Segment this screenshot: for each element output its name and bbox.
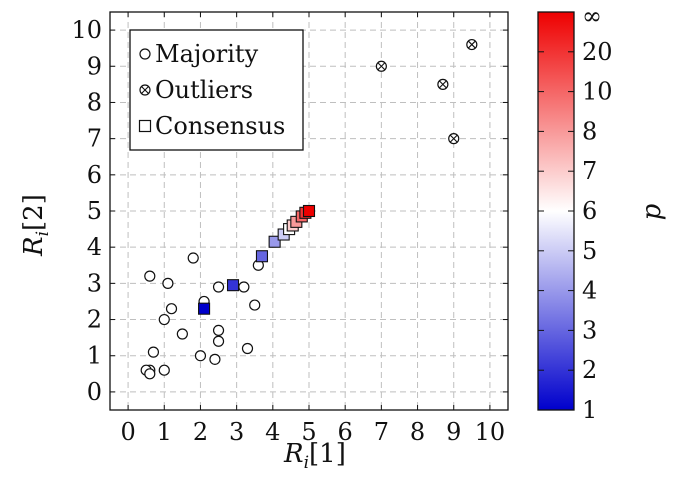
x-tick-label: 1 xyxy=(157,418,172,446)
legend-marker-majority xyxy=(139,48,151,60)
y-tick-label: 5 xyxy=(87,197,102,225)
x-tick-label: 4 xyxy=(265,418,280,446)
outlier-cross xyxy=(377,62,386,71)
majority-point xyxy=(241,342,254,355)
legend-label-majority: Majority xyxy=(155,40,259,68)
colorbar-tick-label: 2 xyxy=(582,356,597,384)
y-tick-label: 9 xyxy=(87,52,102,80)
majority-point xyxy=(209,353,221,365)
majority-point xyxy=(212,281,225,293)
majority-point xyxy=(158,364,170,376)
outlier-cross xyxy=(467,40,476,49)
data-points xyxy=(140,38,478,380)
colorbar-tick-label: 3 xyxy=(582,316,597,344)
consensus-point xyxy=(226,279,240,292)
colorbar-tick-label: 1 xyxy=(582,396,597,424)
majority-point xyxy=(158,313,170,326)
majority-point xyxy=(238,281,250,293)
colorbar-tick-label: 20 xyxy=(582,38,613,66)
y-tick-label: 0 xyxy=(87,378,102,406)
consensus-point xyxy=(268,235,281,248)
legend: Majority Outliers Consensus xyxy=(129,29,304,151)
consensus-point xyxy=(255,250,269,263)
outlier-point xyxy=(466,38,478,51)
outlier-point xyxy=(375,60,387,72)
colorbar-ticks: 1 2 3 4 5 6 7 8 10 20 ∞ xyxy=(538,2,613,424)
majority-point xyxy=(144,270,156,282)
legend-marker-consensus xyxy=(138,119,152,133)
colorbar: 1 2 3 4 5 6 7 8 10 20 ∞ p xyxy=(537,2,667,424)
x-tick-label: 8 xyxy=(410,418,425,446)
x-tick-label: 6 xyxy=(338,418,353,446)
outlier-cross xyxy=(438,80,447,89)
majority-point xyxy=(212,335,225,347)
x-tick-label: 7 xyxy=(374,418,389,446)
y-tick-label: 8 xyxy=(87,88,102,116)
majority-point xyxy=(165,303,178,315)
plot-frame xyxy=(109,11,509,411)
x-tick-label: 2 xyxy=(193,418,208,446)
svg-text:Ri[2]: Ri[2] xyxy=(19,194,53,257)
outlier-point xyxy=(448,133,460,145)
x-tick-label: 9 xyxy=(446,418,461,446)
legend-box xyxy=(129,29,304,151)
y-tick-label: 7 xyxy=(87,125,102,153)
colorbar-tick-label: 5 xyxy=(582,237,597,265)
y-tick-label: 4 xyxy=(87,233,102,261)
consensus-point xyxy=(198,302,211,315)
colorbar-tick-label: 8 xyxy=(582,117,597,145)
majority-point xyxy=(162,277,174,289)
majority-point xyxy=(176,328,188,340)
colorbar-tick-label: 10 xyxy=(582,78,613,106)
y-tick-label: 6 xyxy=(87,161,102,189)
colorbar-tick-label: 7 xyxy=(582,157,597,185)
consensus-point xyxy=(302,204,316,218)
legend-marker-outliers xyxy=(139,84,151,96)
majority-point xyxy=(187,252,199,264)
x-tick-label: 0 xyxy=(120,418,135,446)
legend-label-outliers: Outliers xyxy=(155,76,253,104)
colorbar-label: p xyxy=(637,203,667,220)
y-tick-label: 2 xyxy=(87,306,102,334)
outlier-point xyxy=(437,78,449,90)
legend-label-consensus: Consensus xyxy=(155,112,285,140)
y-tick-label: 3 xyxy=(87,269,102,297)
majority-point xyxy=(212,324,225,336)
y-axis-label: Ri[2] xyxy=(19,194,53,257)
majority-point xyxy=(144,368,156,380)
x-tick-label: 3 xyxy=(229,418,244,446)
y-tick-label: 1 xyxy=(87,342,102,370)
x-tick-label: 5 xyxy=(301,418,316,446)
majority-point xyxy=(249,299,261,311)
outlier-cross xyxy=(449,134,458,143)
y-tick-label: 10 xyxy=(71,16,102,44)
x-axis-label: Ri[1] xyxy=(283,439,346,473)
majority-point xyxy=(194,350,207,362)
svg-text:Ri[1]: Ri[1] xyxy=(283,439,346,473)
majority-point xyxy=(147,346,160,358)
colorbar-tick-label: ∞ xyxy=(582,2,602,30)
colorbar-tick-label: 6 xyxy=(582,197,597,225)
x-tick-label: 10 xyxy=(475,418,506,446)
grid xyxy=(110,12,508,410)
colorbar-tick-label: 4 xyxy=(582,277,597,305)
